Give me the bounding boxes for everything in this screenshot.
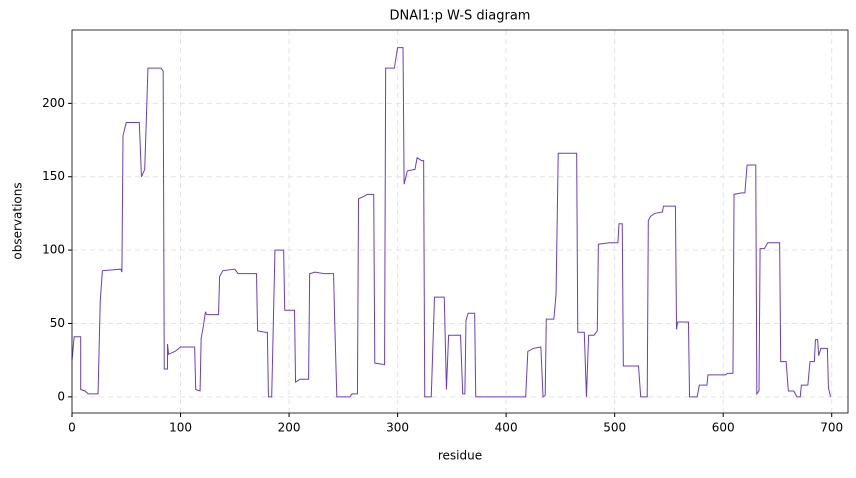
x-tick-label: 300 [386,421,409,435]
y-tick-label: 0 [57,389,65,403]
x-tick-label: 0 [68,421,76,435]
y-tick-label: 150 [42,169,65,183]
x-tick-label: 500 [603,421,626,435]
y-axis-label: observations [11,182,25,259]
chart-title: DNAI1:p W-S diagram [390,9,531,24]
x-tick-label: 100 [169,421,192,435]
plot-frame [71,29,849,414]
x-tick-label: 200 [278,421,301,435]
y-tick-label: 100 [42,243,65,257]
y-tick-label: 50 [50,316,65,330]
data-line [71,47,832,398]
x-axis-label: residue [438,449,482,463]
y-tick-label: 200 [42,96,65,110]
x-tick-label: 600 [712,421,735,435]
x-tick-label: 700 [820,421,843,435]
x-tick-label: 400 [495,421,518,435]
